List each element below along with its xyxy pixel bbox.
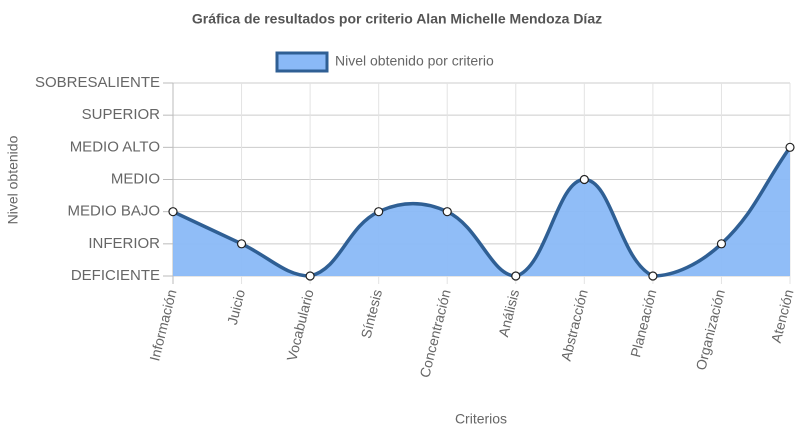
x-tick-label: Abstracción — [558, 288, 591, 363]
x-tick-label: Análisis — [495, 288, 522, 339]
area — [173, 147, 790, 276]
point — [305, 271, 315, 281]
legend-swatch — [275, 51, 329, 73]
point — [716, 239, 727, 249]
y-tick-label: DEFICIENTE — [71, 267, 160, 284]
point — [442, 207, 452, 217]
y-tick-label: MEDIO BAJO — [67, 203, 160, 220]
point — [374, 207, 384, 217]
x-axis-label: Criterios — [455, 411, 507, 427]
y-axis-label: Nivel obtenido — [5, 135, 21, 224]
legend-label: Nivel obtenido por criterio — [335, 53, 494, 69]
x-tick-label: Juicio — [224, 288, 248, 327]
x-tick-label: Vocabulario — [283, 288, 316, 363]
x-tick-label: Organización — [692, 288, 727, 372]
chart-title: Gráfica de resultados por criterio Alan … — [192, 11, 602, 27]
x-tick-label: Planeación — [627, 288, 659, 359]
y-tick-label: SUPERIOR — [82, 106, 161, 123]
point — [511, 271, 521, 281]
point — [785, 142, 795, 152]
y-tick-label: MEDIO — [111, 170, 160, 187]
x-tick-label: Información — [146, 288, 179, 363]
y-tick-label: SOBRESALIENTE — [35, 74, 160, 91]
point — [579, 174, 589, 185]
point — [236, 239, 247, 249]
x-tick-label: Atención — [768, 288, 795, 345]
line — [172, 146, 792, 278]
y-tick-label: INFERIOR — [88, 235, 160, 252]
point — [648, 271, 658, 281]
point — [168, 207, 178, 217]
y-tick-label: MEDIO ALTO — [70, 138, 160, 155]
x-tick-label: Concentración — [416, 288, 453, 379]
x-tick-label: Síntesis — [358, 288, 386, 340]
